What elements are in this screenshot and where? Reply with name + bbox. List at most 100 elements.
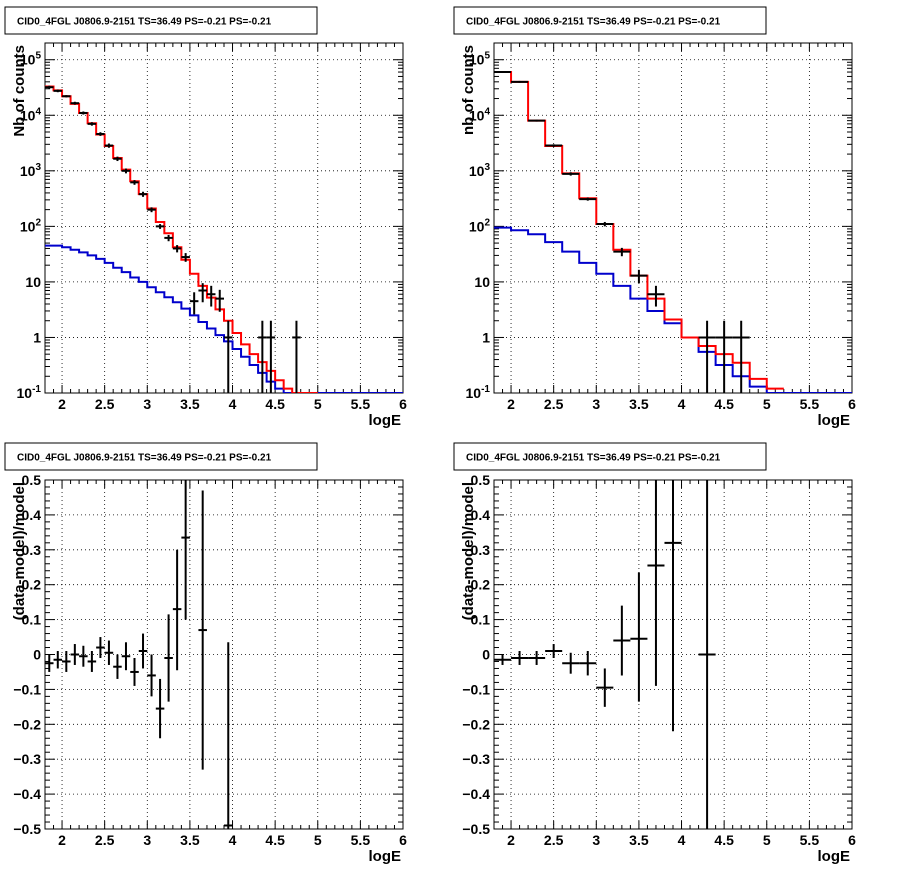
x-axis-title: logE [818, 848, 851, 865]
y-tick-exponent: -1 [32, 384, 41, 395]
chart-title: CID0_4FGL J0806.9-2151 TS=36.49 PS=-0.21… [17, 453, 272, 464]
y-tick-base: 10 [469, 107, 485, 123]
x-tick-label: 2.5 [95, 396, 115, 412]
x-tick-label: 4 [229, 396, 237, 412]
y-tick-label: 0.1 [22, 612, 42, 628]
x-tick-label: 4 [678, 832, 686, 848]
x-tick-label: 6 [399, 396, 407, 412]
x-tick-label: 5 [763, 396, 771, 412]
y-tick-label: −0.4 [13, 786, 41, 802]
x-tick-label: 4.5 [714, 832, 734, 848]
data-point [62, 95, 71, 98]
x-tick-label: 4 [678, 396, 686, 412]
data-point [562, 652, 580, 674]
data-point [79, 111, 88, 115]
y-tick-base: 10 [20, 52, 36, 68]
data-point [715, 320, 733, 393]
y-tick-base: 10 [20, 163, 36, 179]
data-point [198, 490, 207, 770]
x-tick-label: 5.5 [800, 832, 820, 848]
data-layer [494, 480, 716, 829]
title-box [4, 6, 318, 35]
y-tick-label: 0.4 [22, 507, 42, 523]
data-point [266, 320, 276, 393]
x-tick-label: 2 [58, 832, 66, 848]
series-line-1 [494, 226, 852, 393]
x-tick-label: 5 [314, 396, 322, 412]
y-axis-title: nb of counts [460, 45, 477, 135]
data-point [172, 245, 182, 253]
chart-panel-4: CID0_4FGL J0806.9-2151 TS=36.49 PS=-0.21… [453, 442, 856, 865]
chart-title: CID0_4FGL J0806.9-2151 TS=36.49 PS=-0.21… [17, 17, 272, 28]
data-point [104, 143, 114, 148]
x-tick-label: 3.5 [629, 832, 649, 848]
y-tick-label: 10-1 [17, 384, 42, 401]
y-tick-label: −0.3 [462, 751, 490, 767]
data-point [215, 289, 224, 312]
data-point [53, 89, 63, 93]
series-line-2 [45, 85, 318, 393]
y-tick-label: 10 [474, 274, 490, 290]
data-point [70, 644, 80, 665]
x-tick-label: 4.5 [714, 396, 734, 412]
data-point [630, 572, 648, 702]
data-point [70, 101, 80, 105]
chart-title: CID0_4FGL J0806.9-2151 TS=36.49 PS=-0.21… [466, 17, 721, 28]
x-tick-label: 2 [507, 396, 515, 412]
data-point [292, 320, 301, 393]
y-tick-label: 0.3 [22, 542, 42, 558]
x-tick-label: 5.5 [351, 396, 371, 412]
y-tick-exponent: 5 [484, 51, 490, 62]
y-tick-label: 105 [20, 51, 42, 68]
x-tick-label: 3 [592, 832, 600, 848]
y-tick-label: 103 [469, 162, 491, 179]
chart-panel-2: CID0_4FGL J0806.9-2151 TS=36.49 PS=-0.21… [453, 6, 856, 429]
data-point [562, 172, 580, 176]
y-tick-exponent: 2 [35, 217, 41, 228]
data-point [545, 144, 563, 147]
y-tick-base: 10 [469, 52, 485, 68]
data-point [613, 605, 631, 676]
x-tick-label: 5 [314, 832, 322, 848]
x-tick-label: 6 [848, 396, 856, 412]
data-layer [45, 85, 403, 393]
chart-title: CID0_4FGL J0806.9-2151 TS=36.49 PS=-0.21… [466, 453, 721, 464]
x-tick-label: 3.5 [180, 832, 200, 848]
x-tick-label: 2 [58, 396, 66, 412]
data-point [155, 224, 165, 229]
x-tick-label: 3.5 [180, 396, 200, 412]
data-point [528, 651, 546, 665]
data-point [96, 637, 105, 658]
x-axis-title: logE [369, 412, 402, 429]
y-tick-exponent: 2 [484, 217, 490, 228]
data-point [198, 283, 207, 303]
y-tick-label: 0 [482, 647, 490, 663]
y-tick-label: 0 [33, 647, 41, 663]
x-axis-title: logE [369, 848, 402, 865]
chart-panel-1: CID0_4FGL J0806.9-2151 TS=36.49 PS=-0.21… [4, 6, 407, 429]
data-point [647, 285, 665, 307]
data-point [87, 122, 97, 126]
x-tick-label: 6 [399, 832, 407, 848]
y-tick-base: 10 [466, 385, 482, 401]
data-point [164, 234, 173, 242]
y-tick-label: 10-1 [466, 384, 491, 401]
data-point [189, 292, 199, 315]
data-point [596, 221, 614, 227]
data-point [172, 549, 182, 671]
y-tick-base: 10 [17, 385, 33, 401]
data-point [647, 480, 665, 686]
data-point [96, 132, 105, 136]
x-tick-label: 3.5 [629, 396, 649, 412]
y-tick-label: 0.5 [22, 472, 42, 488]
chart-panel-3: CID0_4FGL J0806.9-2151 TS=36.49 PS=-0.21… [4, 442, 407, 865]
x-tick-label: 4.5 [265, 396, 285, 412]
y-axis-title: (data-model)/model [460, 482, 477, 620]
x-tick-label: 3 [143, 396, 151, 412]
data-point [113, 654, 122, 679]
y-tick-exponent: -1 [481, 384, 490, 395]
data-point [579, 197, 597, 201]
title-box [4, 442, 318, 471]
y-tick-label: 104 [20, 106, 42, 123]
